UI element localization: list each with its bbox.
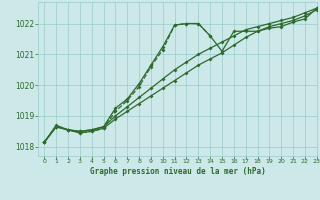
X-axis label: Graphe pression niveau de la mer (hPa): Graphe pression niveau de la mer (hPa)	[90, 167, 266, 176]
